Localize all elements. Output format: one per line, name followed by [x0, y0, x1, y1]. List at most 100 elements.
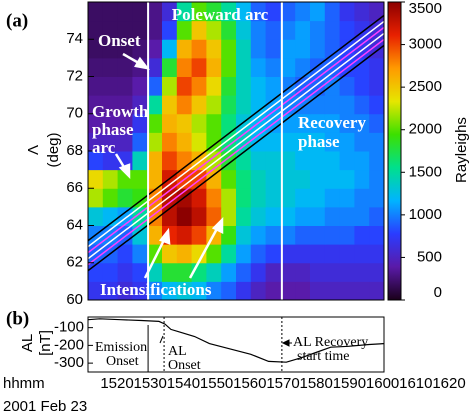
heat-cell [191, 76, 207, 96]
arrow-head [158, 227, 171, 245]
heat-cell [369, 76, 385, 96]
heat-cell [250, 225, 267, 245]
heat-cell [132, 95, 148, 115]
heat-cell [324, 113, 341, 133]
heat-cell [117, 2, 133, 22]
annotation: start time [297, 349, 350, 364]
heat-cell [310, 225, 326, 245]
heat-cell [221, 244, 237, 264]
heat-cell [88, 20, 104, 40]
heat-cell [102, 113, 119, 133]
heat-cell [117, 244, 133, 264]
heat-cell [324, 262, 341, 282]
arrow [143, 235, 168, 279]
heat-cell [176, 206, 193, 226]
heat-cell [117, 20, 133, 40]
heat-cell [265, 206, 281, 226]
heat-cell [280, 169, 296, 189]
heat-cell [310, 95, 326, 115]
heat-cell [295, 2, 311, 22]
heat-cell [324, 39, 341, 59]
heat-cell [295, 20, 311, 40]
x-tick-label: 1570 [266, 375, 299, 392]
heat-cell [191, 95, 207, 115]
y-tick-label: 74 [66, 30, 83, 47]
heat-cell [236, 151, 252, 171]
heat-cell [221, 169, 237, 189]
heat-cell [280, 151, 296, 171]
heat-cell [162, 57, 178, 77]
heat-cell [147, 281, 163, 301]
heat-cell [354, 225, 370, 245]
heat-cell [176, 76, 193, 96]
heat-cell [176, 57, 193, 77]
heat-cell [102, 57, 119, 77]
heat-cell [162, 244, 178, 264]
heat-cell [191, 225, 207, 245]
heat-cell [147, 132, 163, 152]
colorbar-tick-label: 1500 [409, 163, 442, 180]
heat-cell [88, 169, 104, 189]
heat-cell [339, 132, 355, 152]
heat-cell [88, 95, 104, 115]
heat-cell [117, 113, 133, 133]
heat-cell [132, 76, 148, 96]
colorbar-label: Rayleighs [453, 117, 470, 183]
heat-cell [147, 225, 163, 245]
heat-cell [280, 2, 296, 22]
heat-cell [191, 244, 207, 264]
heat-cell [176, 95, 193, 115]
heat-cell [162, 76, 178, 96]
heat-cell [206, 76, 222, 96]
heat-cell [117, 262, 133, 282]
heat-cell [339, 281, 355, 301]
heat-cell [265, 76, 281, 96]
heat-cell [176, 132, 193, 152]
heat-cell [132, 281, 148, 301]
arrow-head [281, 339, 290, 347]
heat-cell [295, 206, 311, 226]
heat-cell [221, 57, 237, 77]
annotation: Poleward arc [172, 5, 269, 24]
heat-cell [250, 281, 267, 301]
heat-cell [206, 262, 222, 282]
heat-cell [102, 151, 119, 171]
heat-cell [354, 169, 370, 189]
x-tick-label: 1590 [333, 375, 366, 392]
heat-cell [265, 188, 281, 208]
heat-cell [176, 225, 193, 245]
heat-cell [206, 244, 222, 264]
heat-cell [132, 113, 148, 133]
heat-cell [339, 188, 355, 208]
heat-cell [162, 281, 178, 301]
heat-cell [132, 169, 148, 189]
heat-cell [117, 39, 133, 59]
heat-cell [102, 281, 119, 301]
x-tick-label: 1530 [134, 375, 167, 392]
heat-cell [324, 169, 341, 189]
heat-cell [221, 76, 237, 96]
heat-cell [88, 113, 104, 133]
heat-cell [236, 225, 252, 245]
heat-cell [221, 113, 237, 133]
arrow-head [118, 163, 131, 180]
heat-cell [236, 2, 252, 22]
x-tick-label: 1600 [366, 375, 399, 392]
heat-cell [102, 188, 119, 208]
heat-cell [176, 20, 193, 40]
heat-cell [206, 113, 222, 133]
heat-cell [162, 262, 178, 282]
heat-cell [176, 39, 193, 59]
annotation: Emission [95, 340, 147, 355]
heat-cell [117, 188, 133, 208]
heat-cell [339, 95, 355, 115]
heat-cell [117, 281, 133, 301]
heat-cell [88, 281, 104, 301]
heat-cell [369, 2, 385, 22]
heat-cell [250, 39, 267, 59]
arrow-head [134, 56, 150, 70]
heat-cell [369, 151, 385, 171]
heat-cell [236, 76, 252, 96]
heat-cell [339, 244, 355, 264]
heat-cell [369, 262, 385, 282]
